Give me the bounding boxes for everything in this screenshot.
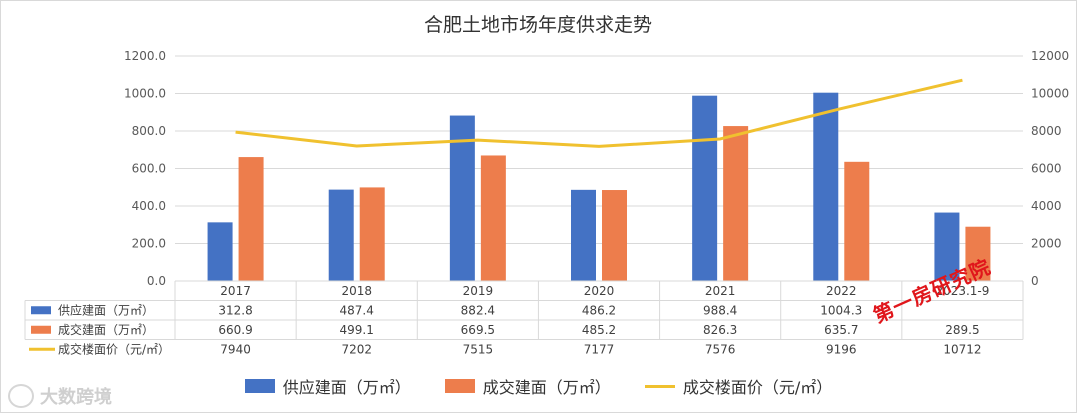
chart-title: 合肥土地市场年度供求走势 [424,14,652,36]
data-table: 2017 2018 2019 2020 2021 2022 2023.1-9 供应建面（万㎡）… [24,280,1024,356]
table-row-label: 成交楼面价（元/㎡） [58,341,170,356]
x-category-label: 2023.1-9 [935,284,989,298]
price-line-path [235,78,963,148]
table-key-swatch [31,306,51,315]
table-value: 826.3 [703,323,737,337]
table-row-label: 成交建面（万㎡） [58,322,154,337]
legend-label-price: 成交楼面价（元/㎡） [682,378,833,397]
table-row-label: 供应建面（万㎡） [58,302,154,317]
x-category-label: 2018 [341,284,372,298]
table-value: 660.9 [218,323,252,337]
y-right-tick-label: 2000 [1031,237,1062,251]
table-value: 7177 [584,342,615,356]
bar-deal [965,226,991,281]
bar-supply [692,95,718,281]
watermark-logo-text: 大数跨境 [40,387,112,408]
table-value: 312.8 [218,303,252,317]
table-value: 7202 [341,342,372,356]
bar-deal [480,155,506,281]
legend-item-price: 成交楼面价（元/㎡） [644,374,833,398]
y-left-tick-label: 800.0 [132,124,166,138]
legend: 供应建面（万㎡） 成交建面（万㎡） 成交楼面价（元/㎡） [0,374,1077,398]
y-left-tick-label: 400.0 [132,199,166,213]
bar-deal [602,190,627,281]
y-right-tick-label: 10000 [1031,87,1069,101]
watermark-logo: 大数跨境 [8,383,112,409]
bar-deal [723,126,749,281]
legend-label-deal: 成交建面（万㎡） [482,378,611,397]
y-right-tick-label: 8000 [1031,124,1062,138]
table-key-swatch [31,325,51,334]
x-category-label: 2020 [584,284,615,298]
table-value: 9196 [826,342,857,356]
table-value: 7576 [705,342,736,356]
y-right-tick-label: 0 [1031,274,1039,288]
y-left-tick-label: 1200.0 [124,49,166,63]
y-left-tick-label: 200.0 [132,237,166,251]
table-value: 7940 [220,342,251,356]
table-value: 7515 [463,342,494,356]
x-category-label: 2017 [220,284,251,298]
bar-supply [328,189,354,281]
price-line [235,78,963,148]
bar-supply [934,212,960,281]
table-value: 669.5 [461,323,495,337]
bar-supply [449,115,475,281]
x-category-label: 2022 [826,284,857,298]
table-value: 485.2 [582,323,616,337]
y-left-tick-label: 600.0 [132,162,166,176]
logo-icon [8,384,34,408]
table-value: 635.7 [824,323,858,337]
legend-swatch-supply [244,379,275,393]
bar-deal [238,157,264,281]
table-value: 486.2 [582,303,616,317]
table-value: 289.5 [945,323,979,337]
bar-supply [207,222,233,281]
x-category-label: 2021 [705,284,736,298]
table-value: 487.4 [340,303,374,317]
table-value: 988.4 [703,303,737,317]
bar-supply [813,92,839,281]
bar-deal [359,187,385,281]
y-right-tick-label: 12000 [1031,49,1069,63]
x-category-label: 2019 [463,284,494,298]
y-left-tick-label: 1000.0 [124,87,166,101]
legend-swatch-deal [444,379,475,393]
table-value: 1004.3 [820,303,862,317]
bar-supply [571,189,596,281]
bar-deal [844,161,870,281]
table-value: 882.4 [461,303,495,317]
y-right-tick-label: 6000 [1031,162,1062,176]
legend-item-deal: 成交建面（万㎡） [444,374,611,398]
legend-item-supply: 供应建面（万㎡） [244,374,411,398]
table-value: 10712 [943,342,981,356]
axes: 0.0 200.0 400.0 600.0 800.0 1000.0 1200.0 0 2000… [124,49,1069,288]
table-value: 499.1 [340,323,374,337]
legend-label-supply: 供应建面（万㎡） [282,378,411,397]
y-right-tick-label: 4000 [1031,199,1062,213]
bars [207,92,991,281]
y-left-tick-label: 0.0 [147,274,166,288]
legend-swatch-price [644,384,675,388]
grid-lines [175,55,1023,282]
